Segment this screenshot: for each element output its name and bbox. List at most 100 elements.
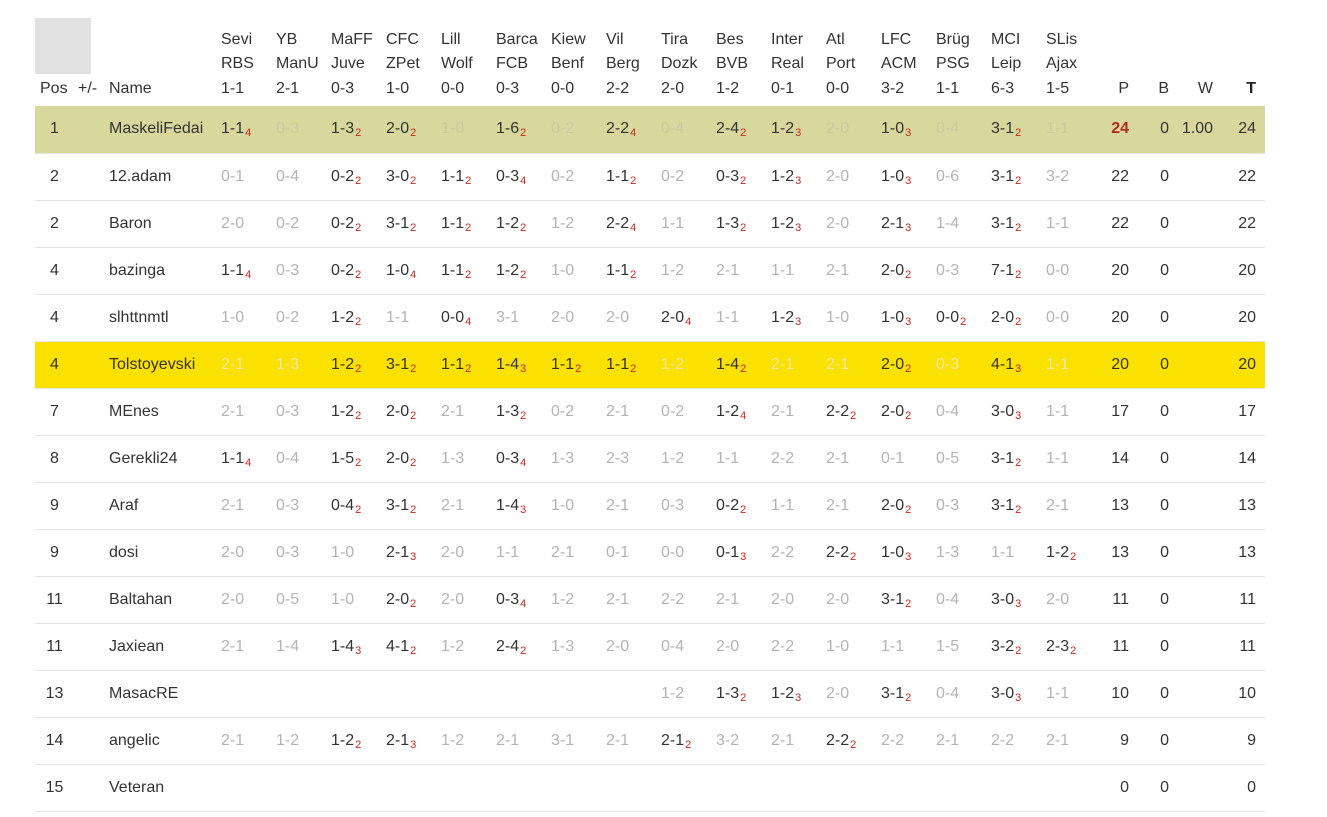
table-row[interactable]: 4 slhttnmtl 1-0 0-2 1-22 1-1 0-04 3-1 2-0 2-0 2-04… bbox=[35, 294, 1265, 341]
tip-cell: 2-1 bbox=[603, 482, 658, 529]
tip-cell: 1-0 bbox=[328, 529, 383, 576]
match-header[interactable]: Brüg PSG 1-1 bbox=[933, 18, 988, 106]
table-row[interactable]: 2 Baron 2-0 0-2 0-22 3-12 1-12 1-22 1-2 2-24 1-1 1-… bbox=[35, 200, 1265, 247]
tip-score: 0-3 bbox=[936, 355, 960, 373]
tip-cell: 2-1 bbox=[768, 388, 823, 435]
tip-points: 3 bbox=[905, 174, 912, 187]
tip-cell bbox=[218, 764, 273, 811]
tip-cell: 2-2 bbox=[768, 623, 823, 670]
table-row[interactable]: 13 MasacRE 1-2 1-32 1-23 2-0 3-12 0-4 3-03 1-1 10 0… bbox=[35, 670, 1265, 717]
row-name[interactable]: Baltahan bbox=[109, 590, 173, 608]
match-home: MaFF bbox=[331, 30, 373, 48]
match-header[interactable]: Vil Berg 2-2 bbox=[603, 18, 658, 106]
match-header[interactable]: MaFF Juve 0-3 bbox=[328, 18, 383, 106]
row-name[interactable]: Araf bbox=[109, 496, 139, 514]
tip-score: 1-1 bbox=[661, 214, 685, 232]
tip-score: 2-0 bbox=[221, 543, 245, 561]
table-row[interactable]: 4 bazinga 1-14 0-3 0-22 1-04 1-12 1-22 1-0 1-12 1-… bbox=[35, 247, 1265, 294]
tip-score: 1-2 bbox=[771, 684, 795, 702]
tip-cell: 1-0 bbox=[548, 482, 603, 529]
row-name[interactable]: angelic bbox=[109, 731, 160, 749]
match-header[interactable]: Bes BVB 1-2 bbox=[713, 18, 768, 106]
row-name[interactable]: Tolstoyevski bbox=[109, 355, 196, 373]
tip-score: 2-1 bbox=[716, 590, 740, 608]
header-name-cell[interactable]: Name bbox=[35, 18, 218, 106]
match-home: Brüg bbox=[936, 30, 970, 48]
match-header[interactable]: Barca FCB 0-3 bbox=[493, 18, 548, 106]
tip-cell: 2-24 bbox=[603, 106, 658, 153]
row-name[interactable]: Gerekli24 bbox=[109, 449, 178, 467]
tip-score: 1-2 bbox=[661, 449, 685, 467]
match-header[interactable]: YB ManU 2-1 bbox=[273, 18, 328, 106]
tip-points: 4 bbox=[245, 127, 252, 140]
header-win[interactable]: W bbox=[1197, 79, 1213, 97]
table-row[interactable]: 1 MaskeliFedai 1-14 0-3 1-32 2-02 1-0 1-62 0-2 2-… bbox=[35, 106, 1265, 153]
row-win bbox=[1178, 388, 1222, 435]
tip-cell: 2-0 bbox=[218, 200, 273, 247]
tip-cell bbox=[218, 670, 273, 717]
row-win bbox=[1178, 294, 1222, 341]
match-header[interactable]: Lill Wolf 0-0 bbox=[438, 18, 493, 106]
match-header[interactable]: SLis Ajax 1-5 bbox=[1043, 18, 1098, 106]
tip-points: 4 bbox=[740, 409, 747, 422]
match-header[interactable]: MCI Leip 6-3 bbox=[988, 18, 1043, 106]
table-row[interactable]: 11 Jaxiean 2-1 1-4 1-43 4-12 1-2 2-42 1-3 2-0 0-4 2… bbox=[35, 623, 1265, 670]
table-row[interactable]: 2 12.adam 0-1 0-4 0-22 3-02 1-12 0-34 0-2 1-12 0-2… bbox=[35, 153, 1265, 200]
row-name[interactable]: dosi bbox=[109, 543, 139, 561]
header-points[interactable]: P bbox=[1118, 79, 1129, 97]
tip-cell: 2-1 bbox=[1043, 482, 1098, 529]
tip-score: 1-1 bbox=[1046, 684, 1070, 702]
match-away: Juve bbox=[331, 55, 365, 72]
table-row[interactable]: 9 Araf 2-1 0-3 0-42 3-12 2-1 1-43 1-0 2-1 0-3 0-22 1… bbox=[35, 482, 1265, 529]
table-row[interactable]: 11 Baltahan 2-0 0-5 1-0 2-02 2-0 0-34 1-2 2-1 2-2 2… bbox=[35, 576, 1265, 623]
tip-cell: 0-32 bbox=[713, 153, 768, 200]
match-header[interactable]: Atl Port 0-0 bbox=[823, 18, 878, 106]
row-name[interactable]: MaskeliFedai bbox=[109, 120, 204, 138]
row-name[interactable]: MEnes bbox=[109, 402, 159, 420]
match-header[interactable]: Sevi RBS 1-1 bbox=[218, 18, 273, 106]
table-row[interactable]: 8 Gerekli24 1-14 0-4 1-52 2-02 1-3 0-34 1-3 2-3 1-… bbox=[35, 435, 1265, 482]
tip-cell: 0-0 bbox=[1043, 247, 1098, 294]
row-name[interactable]: slhttnmtl bbox=[109, 308, 169, 326]
row-name[interactable]: 12.adam bbox=[109, 167, 172, 185]
tip-points: 2 bbox=[355, 127, 362, 140]
row-pos: 4 bbox=[50, 308, 59, 326]
row-name[interactable]: MasacRE bbox=[109, 684, 179, 702]
match-header[interactable]: Inter Real 0-1 bbox=[768, 18, 823, 106]
tip-cell bbox=[438, 764, 493, 811]
row-bonus: 0 bbox=[1160, 449, 1169, 467]
table-row[interactable]: 14 angelic 2-1 1-2 1-22 2-13 1-2 2-1 3-1 2-1 2-12 3… bbox=[35, 717, 1265, 764]
row-name[interactable]: Baron bbox=[109, 214, 152, 232]
table-row[interactable]: 4 Tolstoyevski 2-1 1-3 1-22 3-12 1-12 1-43 1-12 1… bbox=[35, 341, 1265, 388]
header-change[interactable]: +/- bbox=[78, 79, 98, 97]
tip-score: 0-2 bbox=[276, 308, 300, 326]
match-header[interactable]: Tira Dozk 2-0 bbox=[658, 18, 713, 106]
tip-score: 0-0 bbox=[661, 543, 685, 561]
tip-score: 7-1 bbox=[991, 261, 1015, 279]
table-row[interactable]: 9 dosi 2-0 0-3 1-0 2-13 2-0 1-1 2-1 0-1 0-0 0-13 2-2… bbox=[35, 529, 1265, 576]
table-row[interactable]: 7 MEnes 2-1 0-3 1-22 2-02 2-1 1-32 0-2 2-1 0-2 1-24… bbox=[35, 388, 1265, 435]
match-header[interactable]: CFC ZPet 1-0 bbox=[383, 18, 438, 106]
tip-cell: 1-23 bbox=[768, 200, 823, 247]
tip-points: 4 bbox=[520, 597, 527, 610]
match-header[interactable]: Kiew Benf 0-0 bbox=[548, 18, 603, 106]
header-total[interactable]: T bbox=[1246, 79, 1256, 97]
tip-cell: 3-03 bbox=[988, 576, 1043, 623]
tip-score: 1-1 bbox=[221, 120, 245, 138]
tip-cell: 2-22 bbox=[823, 388, 878, 435]
tip-points: 2 bbox=[520, 644, 527, 657]
row-name[interactable]: Jaxiean bbox=[109, 637, 165, 655]
tip-cell: 3-2 bbox=[713, 717, 768, 764]
header-pos[interactable]: Pos bbox=[40, 79, 68, 97]
row-name[interactable]: bazinga bbox=[109, 261, 166, 279]
header-bonus[interactable]: B bbox=[1158, 79, 1169, 97]
row-bonus: 0 bbox=[1160, 214, 1169, 232]
row-name[interactable]: Veteran bbox=[109, 778, 165, 796]
tip-cell: 1-22 bbox=[1043, 529, 1098, 576]
tip-cell bbox=[1043, 764, 1098, 811]
match-result: 1-0 bbox=[386, 79, 410, 97]
tip-score: 1-1 bbox=[441, 214, 465, 232]
row-win bbox=[1178, 247, 1222, 294]
match-header[interactable]: LFC ACM 3-2 bbox=[878, 18, 933, 106]
table-row[interactable]: 15 Veteran 0 0 0 bbox=[35, 764, 1265, 811]
